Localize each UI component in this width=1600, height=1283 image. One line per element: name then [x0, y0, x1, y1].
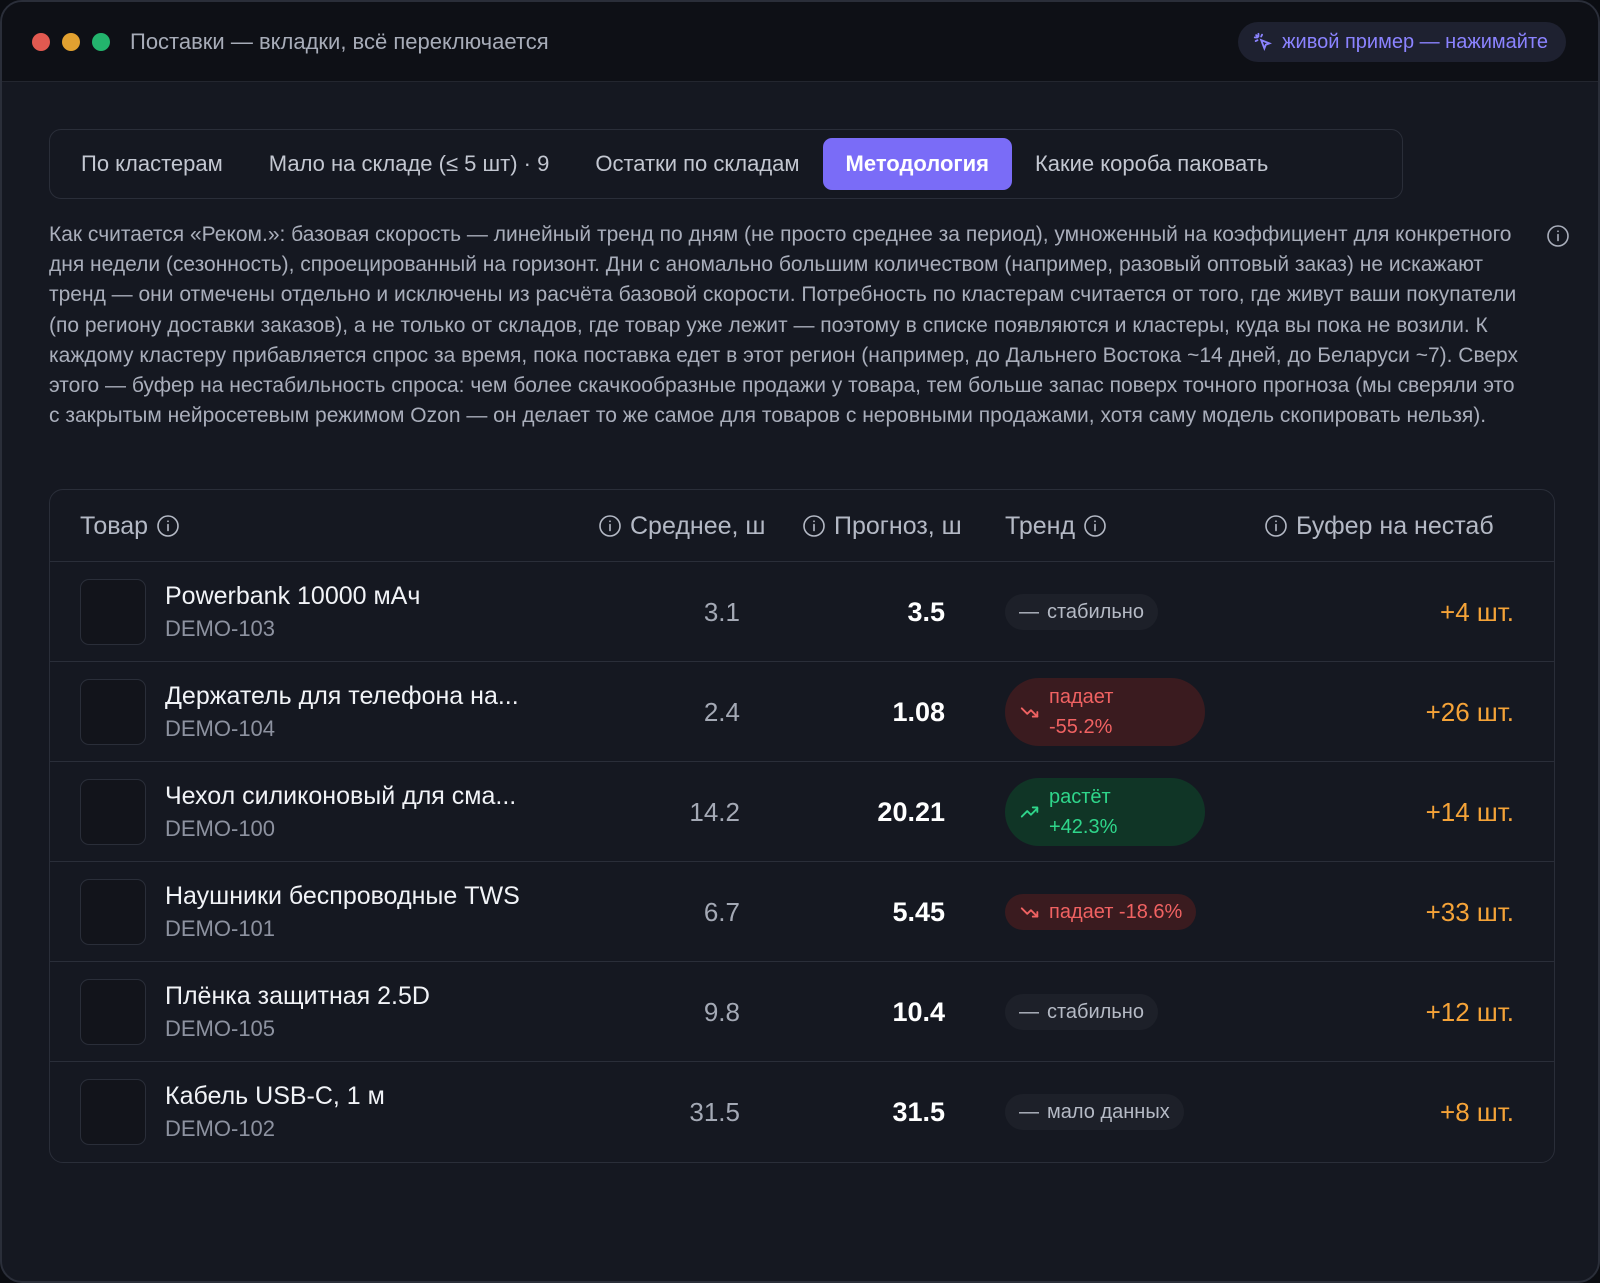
- product-sku: DEMO-104: [165, 716, 276, 741]
- dash-icon: —: [1019, 600, 1039, 623]
- column-buffer[interactable]: Буфер на нестаб: [1264, 490, 1526, 562]
- trend-label: стабильно: [1047, 600, 1144, 623]
- average-value: 31.5: [689, 1096, 740, 1127]
- trend-badge: — мало данных: [1005, 1094, 1184, 1130]
- table-row[interactable]: Чехол силиконовый для сма... DEMO-100 14.2…: [50, 762, 1554, 862]
- tab-bar: По кластерам Мало на складе (≤ 5 шт) · 9 О…: [49, 129, 1403, 199]
- info-icon[interactable]: [802, 514, 826, 538]
- trend-label: стабильно: [1047, 1000, 1144, 1023]
- tab-4[interactable]: Какие короба паковать: [1034, 151, 1269, 176]
- info-icon[interactable]: [1264, 514, 1288, 538]
- trend-badge: падает -55.2%: [1005, 678, 1205, 746]
- average-value: 14.2: [689, 796, 740, 827]
- product-sku: DEMO-105: [165, 1016, 276, 1041]
- product-name[interactable]: Чехол силиконовый для сма...: [165, 782, 517, 810]
- column-product-label: Товар: [80, 511, 149, 540]
- sparkle-cursor-icon: [1253, 32, 1273, 51]
- product-name[interactable]: Наушники беспроводные TWS: [165, 882, 520, 910]
- product-name[interactable]: Кабель USB-C, 1 м: [165, 1082, 385, 1110]
- forecast-value: 10.4: [892, 996, 945, 1027]
- table-row[interactable]: Powerbank 10000 мАч DEMO-103 3.1 3.5 — стабил…: [50, 562, 1554, 662]
- tab-3[interactable]: Методология: [822, 138, 1012, 190]
- column-product[interactable]: Товар: [80, 490, 180, 562]
- product-sku: DEMO-101: [165, 916, 276, 941]
- live-demo-label: живой пример — нажимайте: [1282, 30, 1548, 53]
- info-icon[interactable]: [598, 514, 622, 538]
- column-average[interactable]: Среднее, ш: [598, 490, 773, 562]
- forecast-value: 31.5: [892, 1096, 945, 1127]
- buffer-value: +33 шт.: [1425, 896, 1514, 927]
- trend-badge: растёт +42.3%: [1005, 778, 1205, 846]
- trend-down-icon: [1020, 907, 1039, 918]
- trend-value: -55.2%: [1049, 716, 1113, 738]
- trend-badge: — стабильно: [1005, 594, 1158, 630]
- table-row[interactable]: Держатель для телефона на... DEMO-104 2.4 1…: [50, 662, 1554, 762]
- window-controls: [32, 32, 110, 51]
- title-bar: Поставки — вкладки, всё переключается жи…: [2, 2, 1598, 82]
- methodology-description: Как считается «Реком.»: базовая скорость…: [49, 223, 1519, 428]
- product-thumbnail: [80, 979, 146, 1045]
- table-header: Товар Среднее, ш Прогноз, ш Тренд Буфер …: [50, 490, 1554, 562]
- product-thumbnail: [80, 1079, 146, 1145]
- product-sku: DEMO-102: [165, 1116, 276, 1141]
- tab-0[interactable]: По кластерам: [81, 151, 223, 176]
- forecast-value: 1.08: [892, 696, 945, 727]
- info-icon[interactable]: [1083, 514, 1107, 538]
- table-row[interactable]: Наушники беспроводные TWS DEMO-101 6.7 5.45…: [50, 862, 1554, 962]
- trend-label: падает: [1049, 686, 1114, 708]
- column-buffer-label: Буфер на нестаб: [1296, 511, 1494, 540]
- table-body: Powerbank 10000 мАч DEMO-103 3.1 3.5 — стабил…: [50, 562, 1554, 1162]
- forecast-value: 5.45: [892, 896, 945, 927]
- buffer-value: +8 шт.: [1440, 1096, 1514, 1127]
- trend-up-icon: [1020, 806, 1039, 818]
- trend-value: +42.3%: [1049, 816, 1118, 838]
- buffer-value: +4 шт.: [1440, 596, 1514, 627]
- column-average-label: Среднее, ш: [630, 511, 766, 540]
- trend-label: падает -18.6%: [1049, 900, 1183, 923]
- trend-badge: падает -18.6%: [1005, 894, 1197, 930]
- product-thumbnail: [80, 779, 146, 845]
- trend-down-icon: [1020, 707, 1039, 718]
- table-row[interactable]: Кабель USB-C, 1 м DEMO-102 31.5 31.5 — мало д…: [50, 1062, 1554, 1162]
- live-demo-badge[interactable]: живой пример — нажимайте: [1238, 22, 1566, 62]
- column-forecast[interactable]: Прогноз, ш: [802, 490, 977, 562]
- window-title: Поставки — вкладки, всё переключается: [130, 28, 549, 54]
- forecast-value: 20.21: [877, 796, 945, 827]
- tab-1[interactable]: Мало на складе (≤ 5 шт) · 9: [268, 151, 550, 176]
- product-name[interactable]: Держатель для телефона на...: [165, 682, 519, 710]
- buffer-value: +26 шт.: [1425, 696, 1514, 727]
- close-window-button[interactable]: [32, 32, 50, 51]
- column-trend-label: Тренд: [1005, 511, 1076, 540]
- product-name[interactable]: Плёнка защитная 2.5D: [165, 982, 430, 1010]
- buffer-value: +14 шт.: [1425, 796, 1514, 827]
- average-value: 3.1: [703, 596, 740, 627]
- average-value: 6.7: [703, 896, 740, 927]
- product-thumbnail: [80, 879, 146, 945]
- product-thumbnail: [80, 579, 146, 645]
- product-name[interactable]: Powerbank 10000 мАч: [165, 582, 421, 610]
- forecast-value: 3.5: [907, 596, 945, 627]
- average-value: 2.4: [703, 696, 740, 727]
- product-sku: DEMO-103: [165, 616, 276, 641]
- table-row[interactable]: Плёнка защитная 2.5D DEMO-105 9.8 10.4 — стаб…: [50, 962, 1554, 1062]
- trend-badge: — стабильно: [1005, 994, 1158, 1030]
- trend-label: мало данных: [1047, 1100, 1170, 1123]
- products-table: Товар Среднее, ш Прогноз, ш Тренд Буфер …: [49, 489, 1555, 1163]
- product-thumbnail: [80, 679, 146, 745]
- info-icon[interactable]: [156, 514, 180, 538]
- trend-label: растёт: [1049, 786, 1111, 808]
- buffer-value: +12 шт.: [1425, 996, 1514, 1027]
- average-value: 9.8: [703, 996, 740, 1027]
- column-forecast-label: Прогноз, ш: [834, 511, 962, 540]
- info-icon[interactable]: [1546, 224, 1570, 248]
- dash-icon: —: [1019, 1100, 1039, 1123]
- dash-icon: —: [1019, 1000, 1039, 1023]
- minimize-window-button[interactable]: [62, 32, 80, 51]
- product-sku: DEMO-100: [165, 816, 276, 841]
- tab-2[interactable]: Остатки по складам: [595, 151, 800, 176]
- column-trend[interactable]: Тренд: [1005, 490, 1107, 562]
- maximize-window-button[interactable]: [92, 32, 110, 51]
